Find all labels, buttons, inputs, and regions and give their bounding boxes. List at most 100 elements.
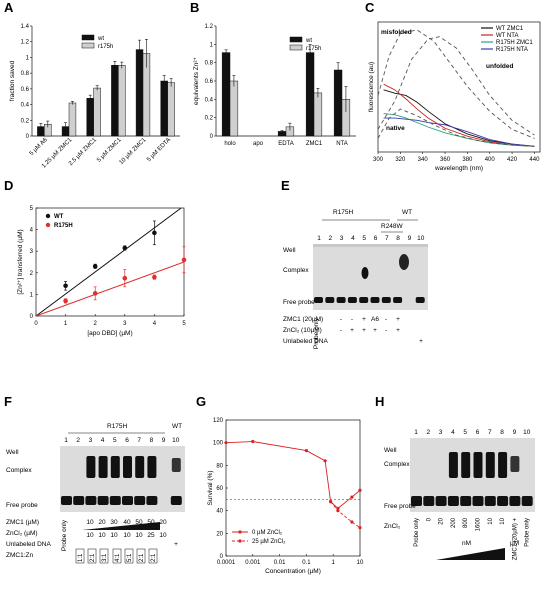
lane-number: 4 — [101, 437, 105, 444]
gel-f-ratio-value: 3:1 — [102, 553, 108, 562]
gel-f-complex-band — [98, 456, 108, 478]
c-series-line — [383, 113, 535, 147]
d-legend-label: WT — [54, 214, 64, 220]
gel-h-free-probe-band — [497, 496, 509, 506]
lane-number: 3 — [89, 437, 93, 444]
lane-number: 4 — [351, 235, 355, 242]
gel-h-lane-value: 0 — [426, 517, 432, 521]
c-plot-frame — [377, 21, 541, 153]
gel-f-free-probe-band — [85, 496, 97, 505]
lane-number: 5 — [362, 235, 366, 242]
c-legend-label: R175H ZMC1 — [496, 40, 533, 46]
gel-e-zncl2-value: + — [396, 327, 400, 334]
lane-number: 6 — [125, 437, 129, 444]
a-ytick-label: 0.2 — [21, 118, 30, 124]
b-legend-swatch — [289, 44, 303, 51]
gel-f-zncl2-value: 10 — [86, 532, 94, 539]
g-ylabel: Survival (%) — [207, 470, 214, 505]
b-bar — [221, 52, 231, 137]
gel-e: R175H WT R248W 1 2 3 4 5 6 7 8 9 10 Well Complex … — [283, 209, 428, 349]
b-bar — [305, 52, 315, 137]
b-category-label: EDTA — [278, 141, 294, 147]
lane-number: 2 — [328, 235, 332, 242]
panel-label-a: A — [4, 0, 14, 15]
gel-e-free-probe-band — [393, 297, 403, 303]
d-legend-label: R175H — [54, 223, 73, 229]
a-bar — [111, 65, 119, 137]
panel-label-h: H — [375, 394, 384, 409]
gel-f-label-well: Well — [6, 449, 19, 456]
chart-b: 0 0.2 0.4 0.6 0.8 1 1.2 equivalents Zn²⁺ holo apo… — [193, 24, 356, 147]
d-xtick-label: 4 — [153, 321, 157, 327]
b-ytick-label: 0.6 — [205, 79, 214, 85]
b-ytick-label: 0.2 — [205, 116, 214, 122]
b-category-label: ZMC1 — [306, 141, 323, 147]
b-ytick-label: 1 — [210, 42, 214, 48]
gel-f-zmc1-value: 40 — [123, 519, 131, 526]
gel-e-free-probe-band — [381, 297, 391, 303]
gel-h-label-well: Well — [384, 447, 397, 454]
gel-e-free-probe-band — [359, 297, 369, 303]
gel-f-zmc1-value: 20 — [159, 519, 167, 526]
gel-f-label-free-probe: Free probe — [6, 502, 38, 509]
gel-h-lane-value: Probe only — [414, 518, 420, 547]
a-ytick-label: 0 — [26, 134, 30, 140]
d-ytick-label: 4 — [30, 228, 34, 234]
gel-e-complex-band-9 — [399, 254, 409, 270]
a-category-label: 10 µM ZMC1 — [119, 137, 148, 166]
gel-f-ratio-value: 1:1 — [78, 553, 84, 562]
c-xtick-label: 380 — [462, 157, 473, 163]
b-category-label: holo — [224, 141, 236, 147]
d-ylabel: [Zn²⁺] transferred (µM) — [17, 229, 24, 294]
gel-f-free-probe-band — [170, 496, 182, 505]
d-ytick-label: 1 — [30, 292, 34, 298]
f-group-label-wt: WT — [172, 423, 182, 430]
g-ytick-label: 120 — [213, 418, 224, 424]
d-ytick-label: 3 — [30, 249, 34, 255]
gel-f-free-probe-band — [97, 496, 109, 505]
f-group-label-r175h: R175H — [107, 423, 128, 430]
g-xtick-label: 0.001 — [245, 560, 261, 566]
gel-h-unit-nm: nM — [462, 540, 471, 547]
c-xtick-label: 420 — [507, 157, 518, 163]
d-ytick-label: 0 — [30, 314, 34, 320]
c-xtick-label: 320 — [395, 157, 406, 163]
chart-g: 0.0001 0.001 0.01 0.1 1 10020406080100120Conc… — [207, 418, 364, 575]
gel-f-ratio-box — [75, 548, 85, 564]
gel-e-free-probe-band — [325, 297, 335, 303]
gel-h: 1 2 3 4 5 6 7 8 9 10 Well Complex Free probe ZnCl… — [384, 429, 535, 560]
gel-f-ratio-box — [99, 548, 109, 564]
d-ytick-label: 2 — [30, 271, 34, 277]
gel-f-ratio-value: 4:1 — [115, 553, 121, 562]
d-point — [122, 275, 128, 281]
lane-number: 9 — [513, 429, 517, 436]
gel-h-label-free-probe: Free probe — [384, 503, 416, 510]
gel-f-probe-only: Probe only — [61, 519, 68, 551]
c-annotation-native: native — [386, 125, 405, 132]
c-series-line — [383, 83, 535, 147]
gel-f-free-probe-band — [109, 496, 121, 505]
c-legend-label: R175H NTA — [496, 47, 528, 53]
gel-h-free-probe-band — [509, 496, 521, 506]
gel-f-zncl2-value: 10 — [98, 532, 106, 539]
gel-f: R175H WT 1 2 3 4 5 6 7 8 9 10 Well Complex Free p… — [6, 423, 185, 564]
d-point — [92, 264, 98, 269]
gel-f-free-probe-band — [73, 496, 85, 505]
b-legend-swatch — [289, 36, 303, 43]
panel-label-c: C — [365, 0, 375, 15]
gel-e-zmc1-value: A6 — [371, 316, 379, 323]
gel-f-ratio-box — [124, 548, 134, 564]
gel-f-gradient-wedge — [82, 522, 160, 530]
lane-number: 4 — [451, 429, 455, 436]
gel-f-complex-band — [86, 456, 96, 478]
g-point — [323, 459, 327, 463]
gel-e-label-complex: Complex — [283, 267, 309, 274]
a-legend-label: r175h — [98, 44, 113, 50]
lane-numbers-h: 1 2 3 4 5 6 7 8 9 10 — [414, 429, 531, 436]
a-ylabel: fraction saved — [9, 60, 16, 101]
a-ytick-label: 0.6 — [21, 87, 30, 93]
group-label-r175h: R175H — [333, 209, 354, 216]
gel-f-complex-band — [147, 456, 157, 478]
c-legend-label: WT NTA — [496, 33, 518, 39]
b-ytick-label: 1.2 — [205, 24, 214, 30]
